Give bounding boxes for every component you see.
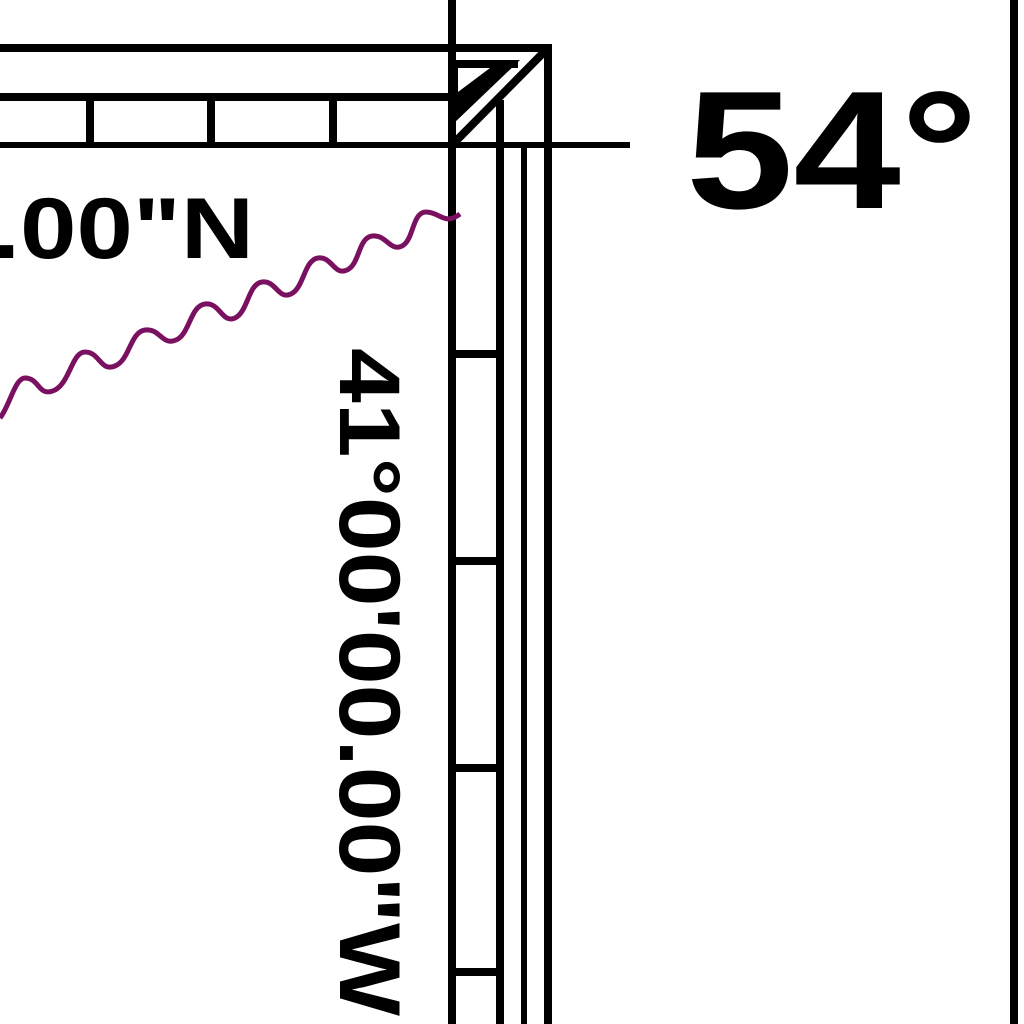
wavy-boundary-line xyxy=(0,209,462,420)
latitude-label-partial: .00"N xyxy=(0,181,254,277)
corner-latitude-label: 54° xyxy=(686,56,978,244)
longitude-label: 41°00'00.00"W xyxy=(321,348,417,1017)
corner-diagonal xyxy=(449,45,551,148)
corner-white-notch xyxy=(458,68,490,92)
